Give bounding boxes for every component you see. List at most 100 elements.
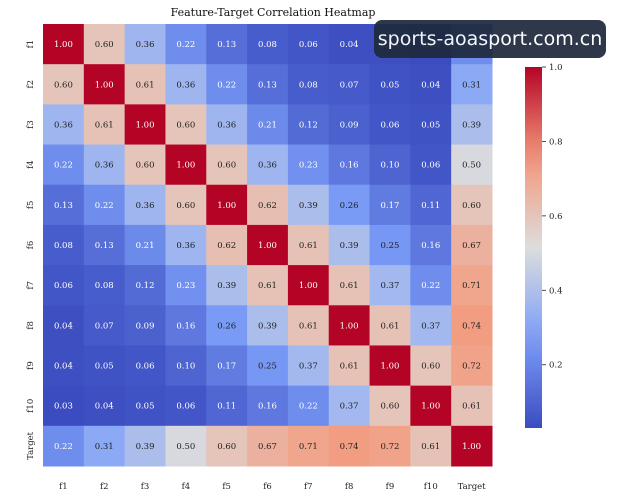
- cell-value-label: 0.10: [380, 161, 399, 171]
- heatmap-cell: [247, 24, 289, 65]
- cell-value-label: 1.00: [299, 281, 318, 291]
- heatmap-cell: [410, 184, 452, 226]
- cell-value-label: 1.00: [217, 201, 236, 211]
- heatmap-cell: [43, 104, 85, 146]
- cell-value-label: 1.00: [380, 362, 399, 372]
- x-tick-label: f3: [141, 482, 150, 492]
- cell-value-label: 0.67: [462, 241, 481, 251]
- cell-value-label: 0.61: [299, 241, 318, 251]
- heatmap-cell: [165, 224, 207, 266]
- cell-value-label: 0.13: [258, 80, 277, 90]
- heatmap-cell: [328, 184, 371, 226]
- heatmap-cell: [124, 345, 166, 387]
- heatmap-cell: [247, 184, 289, 226]
- heatmap-cell: [287, 144, 330, 186]
- heatmap-cell: [83, 64, 126, 105]
- cell-value-label: 0.25: [380, 241, 399, 251]
- cell-value-label: 1.00: [421, 402, 440, 412]
- cell-value-label: 0.39: [258, 321, 277, 331]
- cell-value-label: 0.03: [54, 402, 73, 412]
- heatmap-cell: [43, 24, 85, 65]
- heatmap-cell: [287, 24, 330, 65]
- heatmap-cell: [247, 345, 289, 387]
- cell-value-label: 0.50: [462, 161, 481, 171]
- cell-value-label: 0.22: [299, 402, 318, 412]
- heatmap-cell: [83, 345, 126, 387]
- cell-value-label: 0.04: [340, 40, 359, 50]
- heatmap-cell: [165, 385, 207, 427]
- colorbar-gradient: [525, 67, 542, 428]
- cell-value-label: 0.60: [217, 442, 236, 452]
- watermark-badge: sports-aoasport.com.cn: [374, 20, 606, 58]
- heatmap-cell: [124, 24, 166, 65]
- cell-value-label: 0.61: [380, 321, 399, 331]
- heatmap-cell: [124, 104, 166, 146]
- heatmap-cell: [124, 265, 166, 306]
- cell-value-label: 0.74: [462, 321, 481, 331]
- heatmap-cell: [165, 305, 207, 346]
- cell-value-label: 0.04: [54, 362, 73, 372]
- heatmap-cell: [43, 64, 85, 105]
- heatmap-cell: [43, 184, 85, 226]
- cell-value-label: 0.36: [136, 40, 155, 50]
- heatmap-cell: [328, 104, 371, 146]
- cell-value-label: 0.12: [299, 120, 318, 130]
- cell-value-label: 0.37: [340, 402, 359, 412]
- y-tick-label: f5: [26, 201, 36, 210]
- heatmap-cell: [410, 345, 452, 387]
- cell-value-label: 0.04: [54, 321, 73, 331]
- heatmap-cell: [451, 104, 493, 146]
- cell-value-label: 0.07: [340, 80, 359, 90]
- heatmap-cell: [43, 144, 85, 186]
- heatmap-cell: [287, 345, 330, 387]
- heatmap-cell: [369, 425, 411, 467]
- cell-value-label: 0.04: [95, 402, 114, 412]
- cell-value-label: 0.37: [299, 362, 318, 372]
- cell-value-label: 0.60: [421, 362, 440, 372]
- cell-value-label: 0.09: [340, 120, 359, 130]
- cell-value-label: 0.25: [258, 362, 277, 372]
- cell-value-label: 0.05: [136, 402, 155, 412]
- cell-value-label: 0.06: [54, 281, 73, 291]
- cell-value-label: 0.17: [217, 362, 236, 372]
- x-tick-label: f9: [386, 482, 395, 492]
- y-tick-label: f3: [26, 120, 36, 129]
- heatmap-cell: [369, 265, 411, 306]
- heatmap-cell: [328, 64, 371, 105]
- heatmap-cell: [165, 144, 207, 186]
- cell-value-label: 0.60: [176, 120, 195, 130]
- heatmap-cell: [165, 24, 207, 65]
- y-tick-label: f6: [26, 241, 36, 250]
- x-tick-label: f5: [222, 482, 231, 492]
- heatmap-cell: [83, 224, 126, 266]
- cell-value-label: 0.61: [421, 442, 440, 452]
- cell-value-label: 0.37: [380, 281, 399, 291]
- heatmap-cell: [410, 104, 452, 146]
- heatmap-cell: [43, 425, 85, 467]
- heatmap-cell: [451, 144, 493, 186]
- cell-value-label: 0.31: [95, 442, 114, 452]
- heatmap-cell: [328, 24, 371, 65]
- y-axis-labels: f1 f2 f3 f4 f5 f6 f7 f8 f9 f10 Target: [26, 40, 36, 460]
- heatmap-cell: [124, 425, 166, 467]
- y-tick-label: Target: [26, 431, 36, 460]
- colorbar-tick-label: 0.2: [549, 361, 563, 371]
- cell-value-label: 0.16: [176, 321, 195, 331]
- cell-value-label: 0.36: [176, 241, 195, 251]
- cell-value-label: 0.61: [299, 321, 318, 331]
- heatmap-cell: [206, 104, 248, 146]
- heatmap-cell: [369, 385, 411, 427]
- heatmap-cell: [83, 265, 126, 306]
- cell-value-label: 0.10: [176, 362, 195, 372]
- cell-value-label: 0.61: [258, 281, 277, 291]
- cell-value-label: 0.36: [136, 201, 155, 211]
- heatmap-cell: [410, 224, 452, 266]
- heatmap-cell: [369, 144, 411, 186]
- heatmap-cell: [124, 305, 166, 346]
- cell-value-label: 0.13: [54, 201, 73, 211]
- heatmap-cell: [165, 425, 207, 467]
- heatmap-cell: [247, 104, 289, 146]
- cell-value-label: 0.21: [136, 241, 155, 251]
- cell-value-label: 1.00: [136, 120, 155, 130]
